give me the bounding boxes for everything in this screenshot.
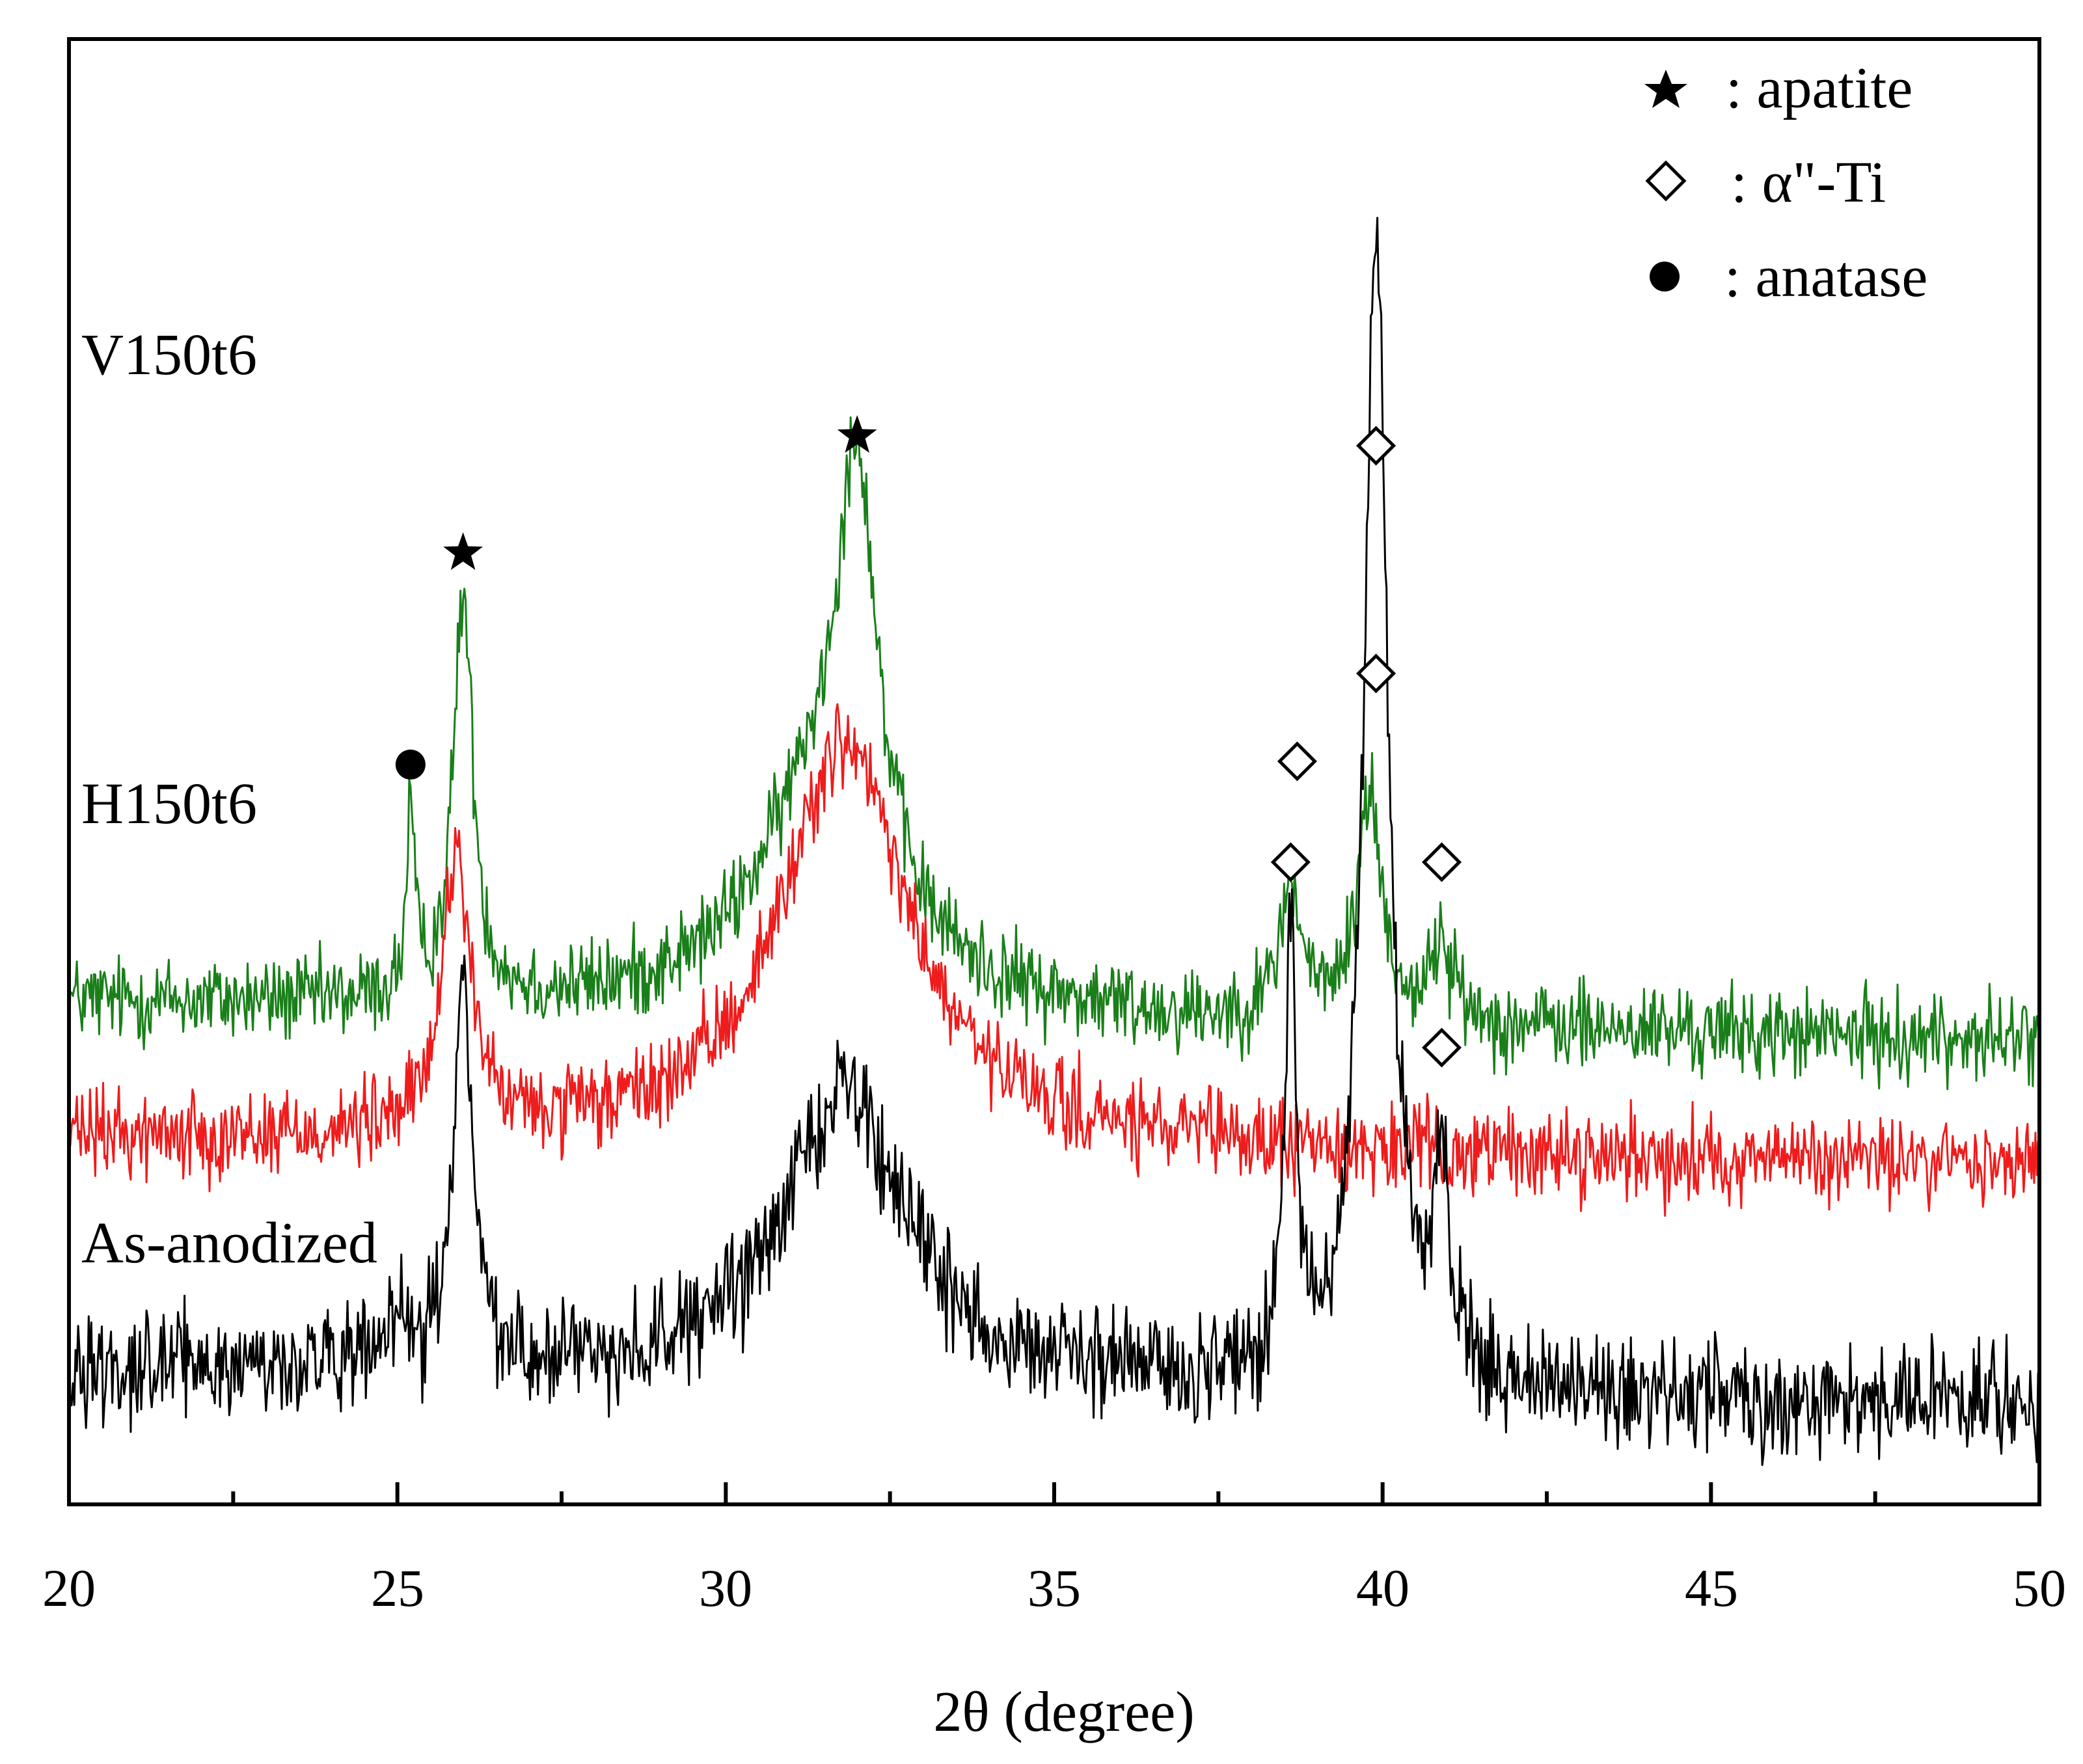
legend-entry-apatite: : apatite xyxy=(1644,56,1913,120)
x-tick-label: 20 xyxy=(42,1558,96,1618)
peak-marker-apatite xyxy=(443,532,483,570)
series-label-h150t6: H150t6 xyxy=(81,772,257,836)
series-label-v150t6: V150t6 xyxy=(81,323,257,387)
legend-label-alpha-ti: : α"-Ti xyxy=(1731,150,1886,215)
peak-marker-anatase xyxy=(395,750,426,780)
legend-entry-anatase: : anatase xyxy=(1650,245,1927,309)
x-tick-label: 40 xyxy=(1356,1558,1409,1618)
x-tick-label: 25 xyxy=(371,1558,424,1618)
series-label-as-anodized: As-anodized xyxy=(81,1211,377,1275)
open-diamond-icon xyxy=(1645,160,1687,202)
series-line-v150t6 xyxy=(68,416,2041,1091)
peak-marker-alpha-ti xyxy=(1270,842,1311,882)
peak-marker-alpha-ti xyxy=(1277,741,1317,781)
legend-label-apatite: : apatite xyxy=(1726,56,1913,120)
x-tick-label: 30 xyxy=(699,1558,752,1618)
legend-entry-alpha-ti: : α"-Ti xyxy=(1645,150,1886,215)
x-tick-label: 50 xyxy=(2013,1558,2066,1618)
peak-marker-alpha-ti xyxy=(1356,426,1396,466)
legend: : apatite : α"-Ti : anatase xyxy=(1644,56,1927,309)
x-axis-title: 2θ (degree) xyxy=(933,1681,1194,1744)
series-line-as-anodized xyxy=(68,217,2041,1466)
filled-circle-icon xyxy=(1650,262,1680,292)
series-line-h150t6 xyxy=(68,703,2041,1217)
legend-label-anatase: : anatase xyxy=(1724,245,1927,309)
peak-marker-apatite xyxy=(837,415,877,453)
peak-marker-alpha-ti xyxy=(1356,653,1396,694)
peak-marker-alpha-ti xyxy=(1421,1027,1462,1068)
x-tick-label: 35 xyxy=(1028,1558,1081,1618)
star-icon xyxy=(1644,70,1687,108)
x-tick-label: 45 xyxy=(1685,1558,1738,1618)
peak-marker-alpha-ti xyxy=(1421,842,1462,882)
